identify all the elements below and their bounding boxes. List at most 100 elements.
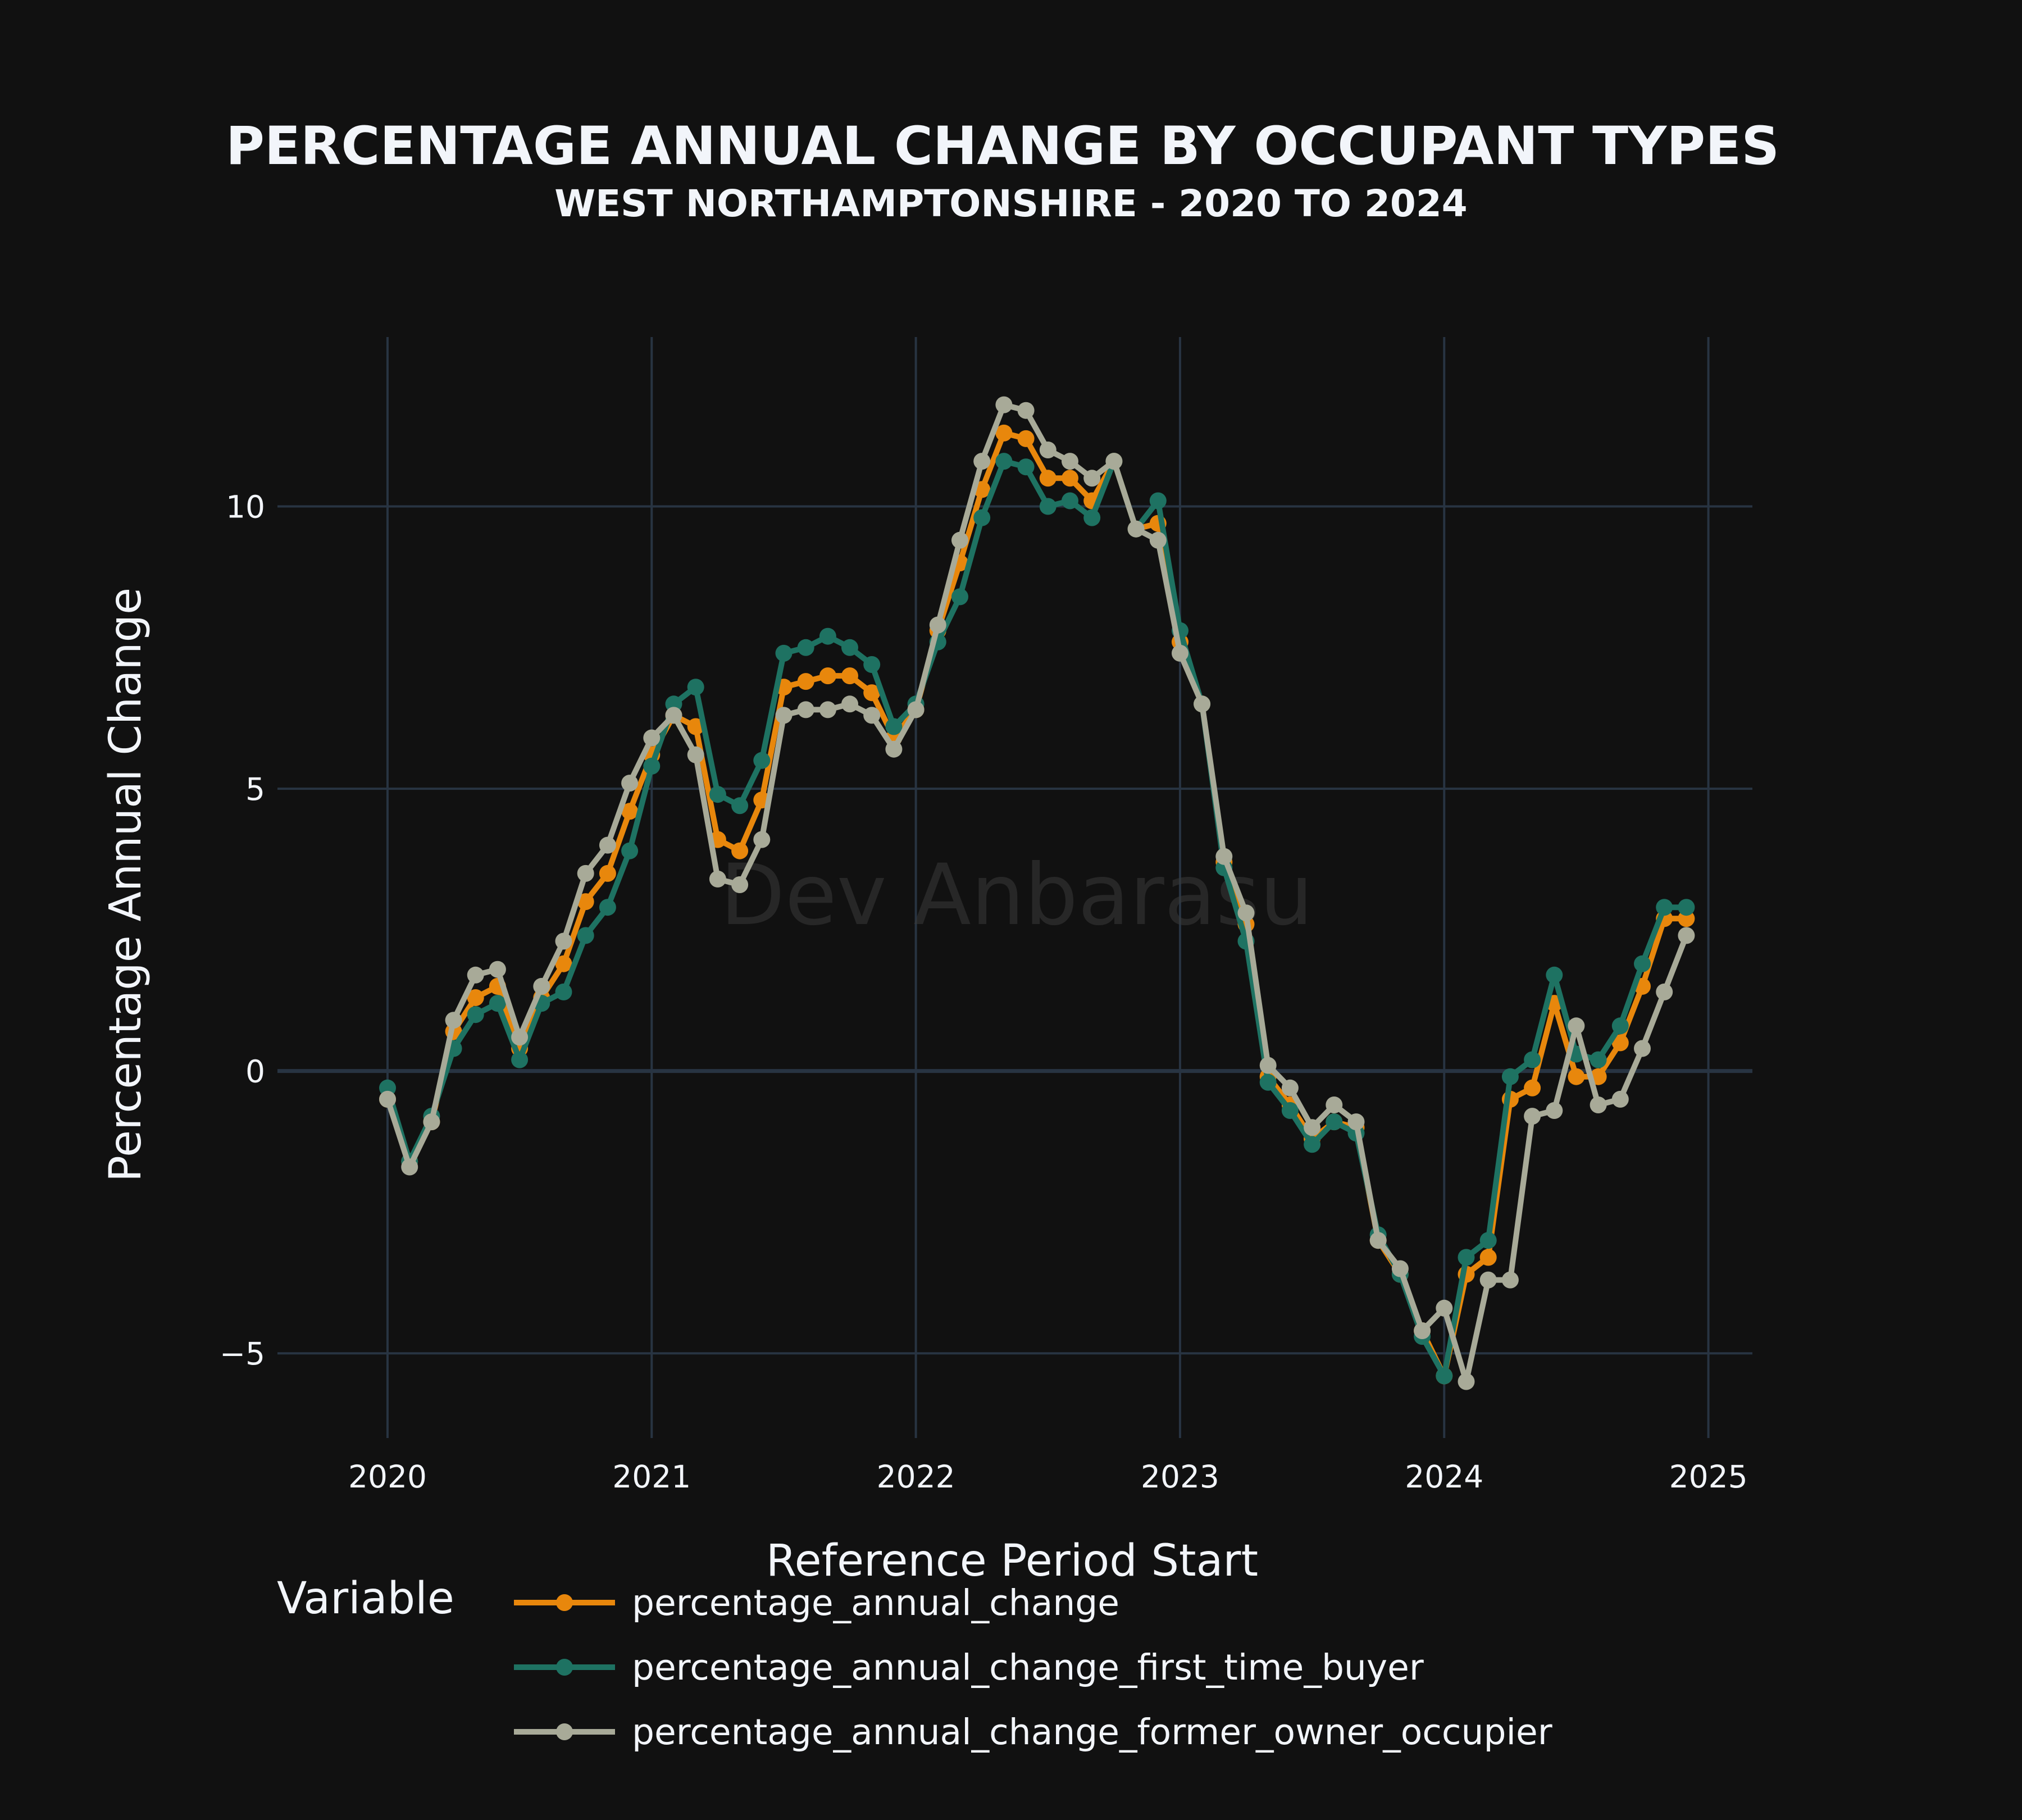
data-point (379, 1090, 396, 1108)
data-point (709, 786, 726, 803)
data-point (753, 831, 771, 848)
data-point (1172, 644, 1188, 662)
data-point (555, 983, 572, 1000)
legend-label-0: percentage_annual_change (632, 1582, 1119, 1623)
data-point (577, 927, 594, 944)
data-point (775, 644, 793, 662)
data-point (885, 740, 903, 758)
data-point (1501, 1271, 1519, 1289)
data-point (489, 995, 506, 1012)
y-tick-label-3: 10 (226, 489, 265, 525)
data-point (1524, 1051, 1541, 1068)
data-point (1062, 470, 1078, 487)
chart-title: PERCENTAGE ANNUAL CHANGE BY OCCUPANT TYP… (226, 116, 1779, 177)
x-tick-label-2021: 2021 (612, 1459, 691, 1495)
data-point (423, 1113, 440, 1131)
y-tick-label-1: 0 (245, 1054, 265, 1090)
data-point (731, 797, 749, 815)
data-point (863, 656, 881, 673)
y-tick-label-2: 5 (245, 771, 265, 807)
data-point (599, 899, 616, 916)
data-point (665, 707, 682, 724)
data-point (1590, 1096, 1607, 1113)
data-point (1237, 904, 1255, 922)
data-point (1678, 899, 1695, 916)
data-point (621, 842, 639, 859)
legend-swatch-marker-1 (556, 1659, 573, 1676)
legend: Variable percentage_annual_changepercent… (277, 1573, 1552, 1753)
x-tick-label-2025: 2025 (1669, 1459, 1748, 1495)
data-point (1062, 453, 1078, 470)
data-point (643, 757, 661, 775)
data-point (1436, 1367, 1453, 1385)
x-tick-label-2022: 2022 (877, 1459, 955, 1495)
y-tick-label-0: −5 (220, 1336, 265, 1372)
data-point (467, 966, 484, 984)
data-point (1568, 1068, 1585, 1085)
data-point (995, 396, 1013, 413)
grid (277, 337, 1752, 1438)
data-point (555, 932, 572, 950)
data-point (1479, 1271, 1497, 1289)
data-point (951, 588, 968, 606)
data-point (1391, 1260, 1409, 1277)
data-point (1414, 1322, 1431, 1339)
data-point (1259, 1057, 1277, 1074)
data-point (599, 865, 616, 882)
data-point (731, 876, 749, 893)
data-point (1017, 430, 1035, 447)
data-point (863, 707, 881, 724)
data-point (841, 667, 858, 685)
data-point (621, 775, 639, 792)
data-point (1347, 1113, 1365, 1131)
data-point (1479, 1232, 1497, 1249)
data-point (555, 955, 572, 972)
data-point (1458, 1373, 1475, 1390)
data-point (929, 616, 946, 634)
data-point (621, 803, 639, 820)
data-point (533, 977, 550, 995)
data-point (511, 1051, 529, 1068)
data-point (687, 679, 704, 696)
data-point (1678, 927, 1695, 944)
data-point (1127, 520, 1145, 538)
data-point (1017, 458, 1035, 476)
data-point (445, 1012, 462, 1029)
data-point (797, 639, 814, 656)
data-point (1436, 1299, 1453, 1317)
data-point (577, 865, 594, 882)
legend-label-1: percentage_annual_change_first_time_buye… (632, 1647, 1424, 1688)
data-point (885, 718, 903, 735)
x-tick-label-2024: 2024 (1405, 1459, 1483, 1495)
data-point (1281, 1102, 1299, 1119)
data-point (995, 453, 1013, 470)
data-point (1281, 1079, 1299, 1096)
data-point (1458, 1249, 1475, 1266)
data-point (1524, 1108, 1541, 1125)
legend-swatch-marker-0 (556, 1594, 573, 1611)
data-point (1611, 1017, 1629, 1035)
data-point (577, 893, 594, 911)
data-point (841, 639, 858, 656)
data-point (775, 707, 793, 724)
data-point (1634, 955, 1651, 972)
data-point (1105, 453, 1123, 470)
data-point (753, 752, 771, 769)
data-point (819, 701, 836, 718)
data-point (819, 667, 836, 685)
series-percentage_annual_change_former_owner_occupier (379, 396, 1695, 1390)
data-point (1479, 1249, 1497, 1266)
data-point (1524, 1079, 1541, 1096)
x-tick-label-2023: 2023 (1141, 1459, 1219, 1495)
y-axis-title: Percentage Annual Change (101, 588, 151, 1182)
data-point (1634, 1040, 1651, 1057)
data-point (1656, 983, 1673, 1000)
data-point (1062, 492, 1078, 509)
data-point (841, 695, 858, 713)
data-point (819, 627, 836, 645)
data-point (1039, 498, 1056, 515)
data-point (599, 836, 616, 854)
data-point (401, 1158, 418, 1176)
data-point (687, 746, 704, 763)
